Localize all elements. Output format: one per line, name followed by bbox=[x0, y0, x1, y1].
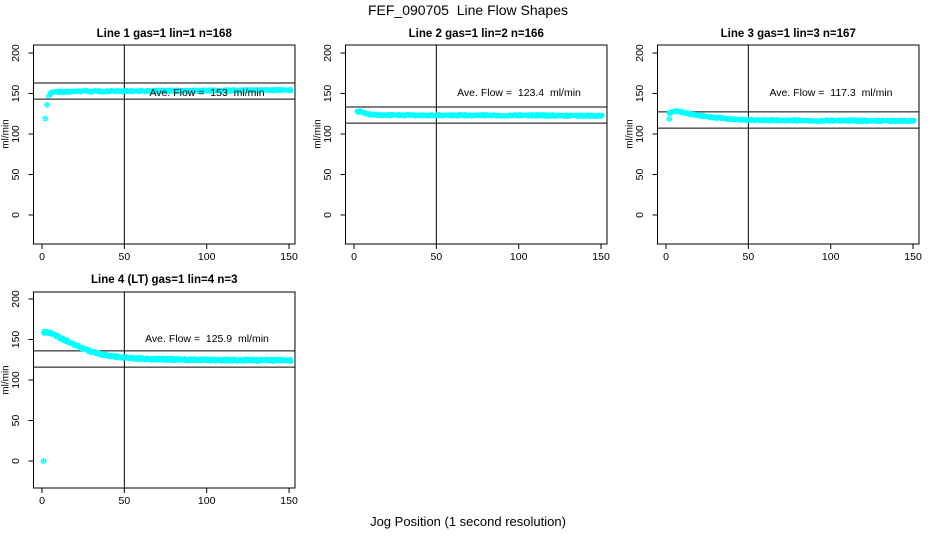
x-axis-label: Jog Position (1 second resolution) bbox=[370, 514, 566, 529]
data-point bbox=[288, 358, 294, 364]
y-tick-label: 50 bbox=[10, 169, 22, 181]
x-tick-label: 0 bbox=[663, 251, 669, 263]
data-points bbox=[666, 108, 917, 125]
x-tick-label: 50 bbox=[119, 251, 131, 263]
x-tick-label: 150 bbox=[592, 251, 610, 263]
data-point bbox=[911, 117, 917, 123]
ave-flow-label: Ave. Flow = 117.3 ml/min bbox=[769, 87, 892, 99]
y-tick-label: 0 bbox=[322, 212, 334, 218]
panel-line1: Line 1 gas=1 lin=1 n=168 0 50 100 150 0 50 100 1… bbox=[0, 0, 312, 270]
y-axis-label: ml/min bbox=[1, 119, 12, 148]
plot-border bbox=[657, 44, 920, 245]
y-tick-label: 0 bbox=[634, 212, 646, 218]
panel-line2: Line 2 gas=1 lin=2 n=166 0 50 100 150 0 50 100 1… bbox=[312, 0, 624, 270]
y-tick-label: 0 bbox=[10, 458, 22, 464]
data-point bbox=[288, 88, 294, 94]
panel-title: Line 1 gas=1 lin=1 n=168 bbox=[97, 28, 233, 40]
y-axis-label: ml/min bbox=[1, 365, 12, 394]
y-tick-label: 100 bbox=[634, 125, 646, 143]
panel-title: Line 2 gas=1 lin=2 n=166 bbox=[409, 28, 544, 40]
y-tick-label: 200 bbox=[10, 44, 22, 62]
plot-border bbox=[345, 44, 608, 245]
panel-chart-svg: Line 1 gas=1 lin=1 n=168 0 50 100 150 0 50 100 1… bbox=[1, 28, 298, 263]
y-tick-label: 200 bbox=[634, 44, 646, 62]
x-tick-label: 0 bbox=[39, 495, 45, 507]
y-axis-label: ml/min bbox=[625, 119, 636, 148]
panel-line3: Line 3 gas=1 lin=3 n=167 0 50 100 150 0 50 100 1… bbox=[624, 0, 936, 270]
x-tick-label: 100 bbox=[822, 251, 840, 263]
y-tick-label: 150 bbox=[634, 85, 646, 103]
y-tick-label: 100 bbox=[10, 125, 22, 143]
panel-chart-svg: Line 2 gas=1 lin=2 n=166 0 50 100 150 0 50 100 1… bbox=[313, 28, 610, 263]
x-tick-label: 0 bbox=[351, 251, 357, 263]
x-tick-label: 50 bbox=[119, 495, 131, 507]
data-point bbox=[599, 112, 605, 118]
x-tick-label: 150 bbox=[904, 251, 922, 263]
figure-main-title: FEF_090705 Line Flow Shapes bbox=[367, 2, 568, 18]
ave-flow-label: Ave. Flow = 123.4 ml/min bbox=[457, 87, 581, 99]
data-points bbox=[42, 86, 294, 122]
y-tick-label: 150 bbox=[322, 85, 334, 103]
x-tick-label: 150 bbox=[280, 251, 298, 263]
plot-border bbox=[33, 44, 296, 245]
panel-line4: Line 4 (LT) gas=1 lin=4 n=3 0 50 100 150 0 50 1… bbox=[0, 270, 312, 540]
y-tick-label: 150 bbox=[10, 331, 22, 349]
y-tick-label: 50 bbox=[10, 415, 22, 427]
x-tick-label: 100 bbox=[198, 251, 216, 263]
panel-chart-svg: Line 4 (LT) gas=1 lin=4 n=3 0 50 100 150 0 50 1… bbox=[1, 274, 298, 507]
panel-title: Line 3 gas=1 lin=3 n=167 bbox=[721, 28, 856, 40]
y-tick-label: 100 bbox=[10, 371, 22, 389]
y-tick-label: 100 bbox=[322, 125, 334, 143]
x-tick-label: 100 bbox=[510, 251, 528, 263]
y-tick-label: 200 bbox=[10, 290, 22, 308]
x-tick-label: 50 bbox=[743, 251, 755, 263]
data-points bbox=[354, 108, 605, 120]
x-tick-label: 50 bbox=[431, 251, 443, 263]
y-tick-label: 200 bbox=[322, 44, 334, 62]
y-tick-label: 0 bbox=[10, 212, 22, 218]
y-tick-label: 50 bbox=[634, 169, 646, 181]
y-tick-label: 50 bbox=[322, 169, 334, 181]
panel-title: Line 4 (LT) gas=1 lin=4 n=3 bbox=[91, 274, 237, 286]
x-tick-label: 100 bbox=[198, 495, 216, 507]
y-tick-label: 150 bbox=[10, 85, 22, 103]
x-tick-label: 0 bbox=[39, 251, 45, 263]
plot-border bbox=[33, 291, 296, 489]
ave-flow-label: Ave. Flow = 125.9 ml/min bbox=[145, 333, 269, 345]
x-tick-label: 150 bbox=[280, 495, 298, 507]
y-axis-label: ml/min bbox=[313, 119, 324, 148]
ave-flow-label: Ave. Flow = 153 ml/min bbox=[149, 87, 264, 99]
panel-chart-svg: Line 3 gas=1 lin=3 n=167 0 50 100 150 0 50 100 1… bbox=[625, 28, 922, 263]
data-points bbox=[40, 328, 294, 464]
